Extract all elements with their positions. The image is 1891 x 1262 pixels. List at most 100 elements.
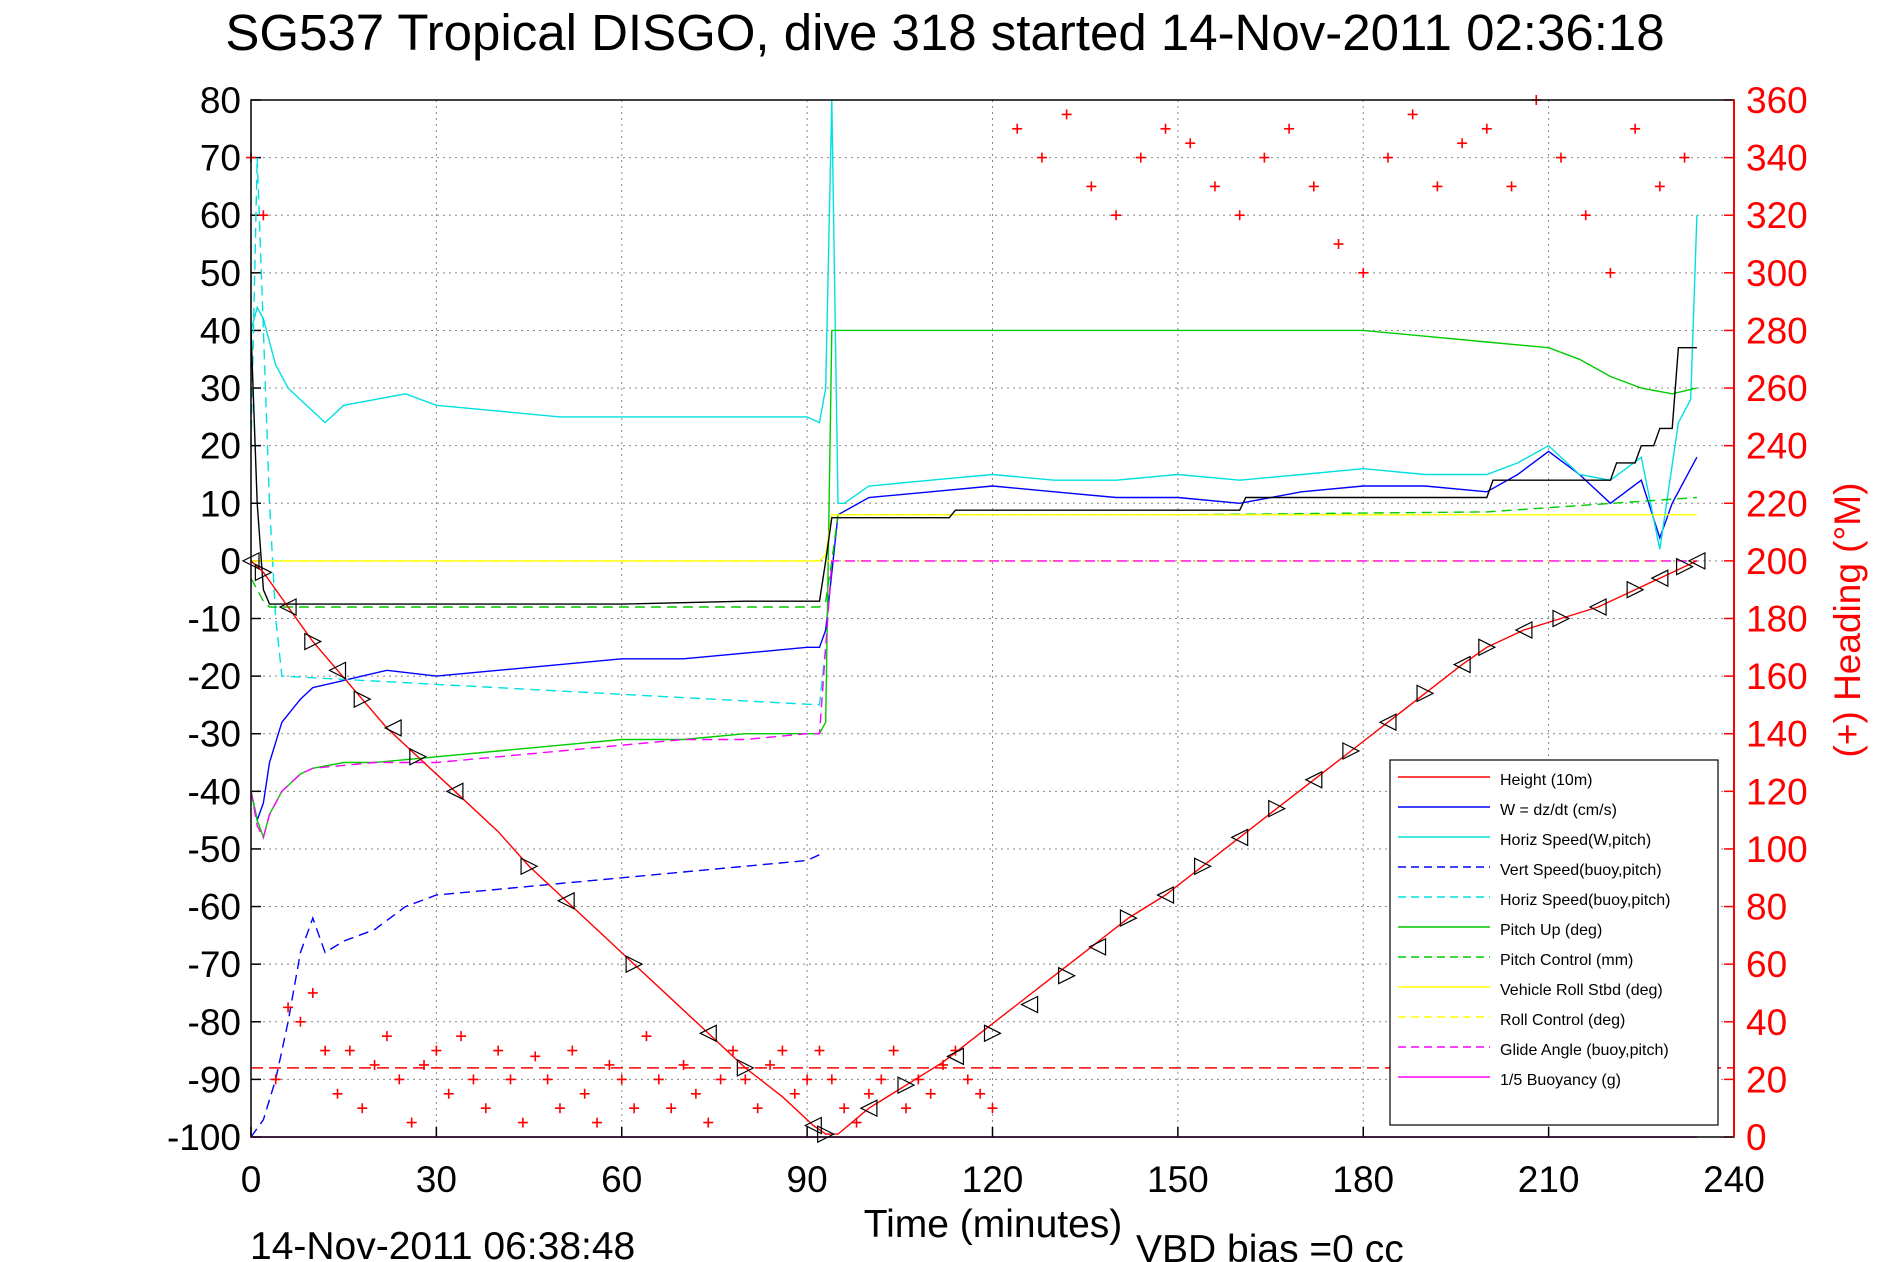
height-marker: [803, 1116, 822, 1135]
heading-point: [1061, 109, 1072, 120]
heading-point: [765, 1059, 776, 1070]
height-marker: [1119, 909, 1138, 928]
heading-point: [678, 1059, 689, 1070]
heading-point: [480, 1103, 491, 1114]
series-line: [251, 514, 1697, 562]
heading-point: [1382, 152, 1393, 163]
heading-point: [715, 1074, 726, 1085]
x-tick-label: 90: [787, 1159, 828, 1200]
heading-point: [270, 1074, 281, 1085]
legend-label: W = dz/dt (cm/s): [1500, 802, 1617, 819]
left-tick-label: 40: [200, 310, 241, 351]
heading-point: [542, 1074, 553, 1085]
left-tick-label: 50: [200, 253, 241, 294]
heading-point: [777, 1045, 788, 1056]
heading-point: [369, 1059, 380, 1070]
heading-point: [517, 1117, 528, 1128]
chart-title: SG537 Tropical DISGO, dive 318 started 1…: [225, 4, 1664, 61]
heading-point: [1259, 152, 1270, 163]
legend-label: Vehicle Roll Stbd (deg): [1500, 982, 1663, 999]
left-tick-label: -60: [188, 887, 241, 928]
left-tick-label: -20: [188, 656, 241, 697]
height-marker: [304, 632, 323, 651]
heading-point: [740, 1074, 751, 1085]
heading-point: [888, 1045, 899, 1056]
height-marker: [520, 857, 539, 876]
heading-point: [283, 1002, 294, 1013]
right-tick-label: 220: [1746, 483, 1808, 524]
x-tick-label: 240: [1703, 1159, 1765, 1200]
height-marker: [897, 1076, 916, 1095]
height-marker: [445, 782, 464, 801]
height-marker: [254, 563, 273, 582]
heading-point: [332, 1088, 343, 1099]
legend-label: Pitch Control (mm): [1500, 952, 1633, 969]
legend-label: Glide Angle (buoy,pitch): [1500, 1042, 1669, 1059]
legend-label: Pitch Up (deg): [1500, 922, 1602, 939]
x-tick-label: 30: [416, 1159, 457, 1200]
right-axis-label: (+) Heading (°M): [1827, 483, 1868, 758]
footer-timestamp: 14-Nov-2011 06:38:48: [250, 1225, 635, 1262]
heading-point: [406, 1117, 417, 1128]
legend-label: Vert Speed(buoy,pitch): [1500, 862, 1662, 879]
heading-point: [604, 1059, 615, 1070]
height-marker: [1416, 684, 1435, 703]
right-tick-label: 120: [1746, 771, 1808, 812]
heading-point: [357, 1103, 368, 1114]
heading-point: [690, 1088, 701, 1099]
height-marker: [1058, 966, 1076, 985]
heading-point: [1407, 109, 1418, 120]
heading-point: [962, 1074, 973, 1085]
heading-point: [1111, 210, 1122, 221]
heading-point: [431, 1045, 442, 1056]
left-tick-label: -80: [188, 1002, 241, 1043]
right-tick-label: 20: [1746, 1059, 1787, 1100]
height-marker: [1088, 937, 1107, 956]
heading-point: [629, 1103, 640, 1114]
x-axis-ticks: 0 30 60 90 120 150 180 210 240: [241, 1127, 1765, 1200]
height-marker: [409, 747, 428, 766]
heading-point: [752, 1103, 763, 1114]
legend-box: [1389, 759, 1719, 1126]
left-tick-label: -40: [188, 771, 241, 812]
height-marker: [946, 1047, 965, 1066]
left-tick-label: -50: [188, 829, 241, 870]
height-marker: [556, 891, 575, 910]
heading-point: [1333, 239, 1344, 250]
heading-point: [1481, 123, 1492, 134]
x-tick-label: 180: [1332, 1159, 1394, 1200]
heading-point: [579, 1088, 590, 1099]
heading-point: [1209, 181, 1220, 192]
height-marker: [1478, 638, 1497, 657]
height-marker: [1687, 551, 1706, 570]
left-tick-label: -10: [188, 599, 241, 640]
heading-point: [653, 1074, 664, 1085]
height-marker: [1230, 828, 1249, 847]
heading-point: [394, 1074, 405, 1085]
left-tick-label: 10: [200, 483, 241, 524]
x-tick-label: 0: [241, 1159, 262, 1200]
heading-point: [1506, 181, 1517, 192]
series-line: [250, 99, 1698, 550]
heading-point: [703, 1117, 714, 1128]
heading-point: [876, 1074, 887, 1085]
x-axis-label: Time (minutes): [864, 1203, 1123, 1246]
vbd-bias-label: VBD bias =0 cc: [1136, 1228, 1404, 1262]
height-marker: [1626, 580, 1645, 599]
series-line: [250, 560, 1697, 840]
heading-point: [1308, 181, 1319, 192]
heading-point: [1160, 123, 1171, 134]
right-tick-label: 60: [1746, 944, 1787, 985]
heading-point: [344, 1045, 355, 1056]
height-marker: [736, 1058, 755, 1077]
series-line: [250, 560, 1698, 1135]
right-tick-label: 80: [1746, 887, 1787, 928]
height-marker: [1514, 621, 1533, 639]
height-marker: [353, 690, 372, 709]
marker-layer: [241, 551, 1706, 1144]
heading-point: [1605, 267, 1616, 278]
heading-point: [320, 1045, 331, 1056]
heading-point: [814, 1045, 825, 1056]
height-marker: [328, 661, 347, 680]
